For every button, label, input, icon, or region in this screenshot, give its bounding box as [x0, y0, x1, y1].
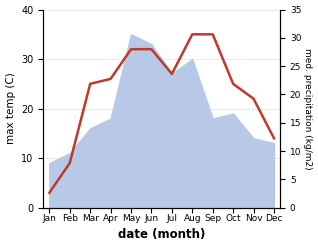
Y-axis label: max temp (C): max temp (C)	[5, 73, 16, 144]
Y-axis label: med. precipitation (kg/m2): med. precipitation (kg/m2)	[303, 48, 313, 169]
X-axis label: date (month): date (month)	[118, 228, 205, 242]
